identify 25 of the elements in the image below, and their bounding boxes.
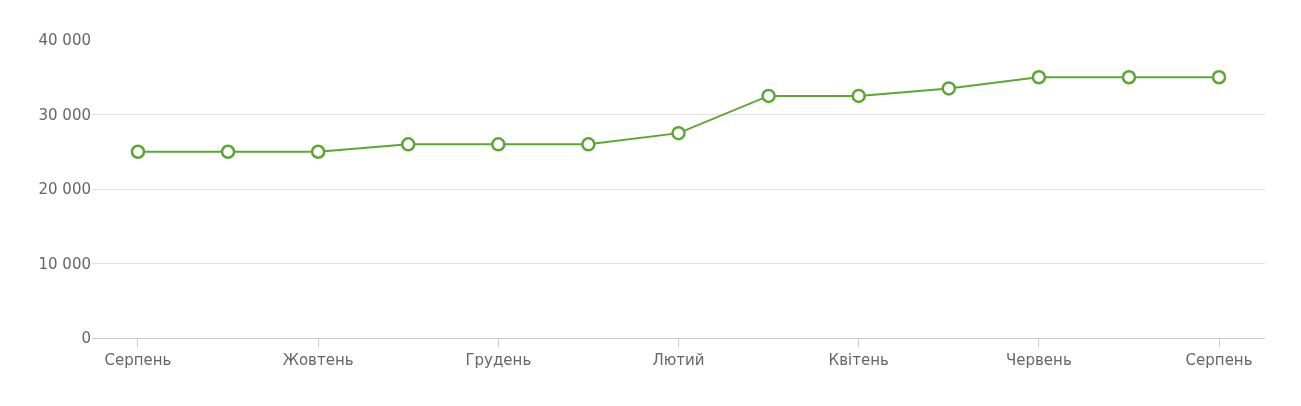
point — [581, 137, 596, 152]
y-tick-label: 10 000 — [38, 254, 91, 273]
point — [851, 88, 866, 104]
point — [761, 88, 776, 104]
x-tick-label: Квітень — [828, 351, 889, 369]
y-tick-label: 20 000 — [38, 180, 91, 199]
point — [941, 81, 957, 96]
y-tick-label: 40 000 — [38, 31, 91, 50]
point — [671, 125, 686, 141]
x-tick-label: Лютий — [652, 351, 705, 369]
point — [220, 144, 236, 159]
x-tick-label: Серпень — [104, 351, 172, 369]
x-tick-label: Серпень — [1185, 351, 1253, 369]
point — [400, 137, 416, 152]
x-tick-label: Жовтень — [282, 351, 354, 369]
point — [1031, 70, 1047, 85]
point — [310, 144, 326, 159]
point — [1121, 70, 1137, 85]
y-tick-label: 30 000 — [38, 105, 91, 124]
point — [130, 144, 146, 159]
point — [1211, 70, 1227, 85]
x-tick-label: Червень — [1005, 351, 1072, 369]
x-tick-label: Грудень — [465, 351, 532, 369]
point — [491, 137, 506, 152]
y-tick-label: 0 — [81, 329, 91, 348]
